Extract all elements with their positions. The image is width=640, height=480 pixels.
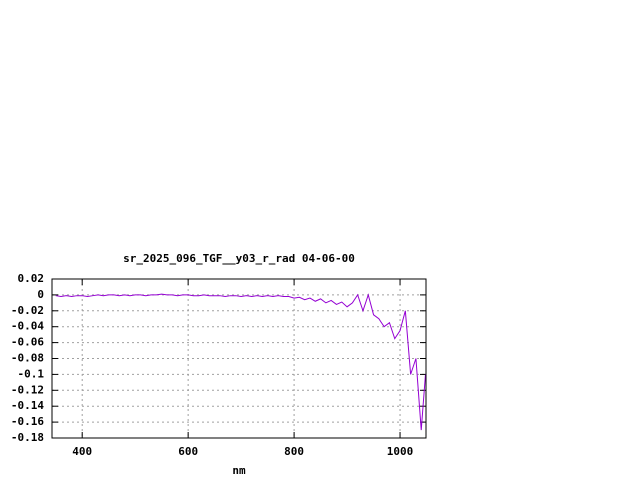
data-line	[55, 293, 426, 431]
y-tick-label: -0.16	[11, 415, 44, 428]
y-tick-label: -0.08	[11, 352, 44, 365]
y-tick-label: -0.12	[11, 383, 44, 396]
x-tick-label: 600	[178, 445, 198, 458]
plot-border	[51, 278, 427, 439]
x-tick-label: 1000	[387, 445, 414, 458]
y-tick-label: -0.04	[11, 320, 44, 333]
y-tick-label: -0.02	[11, 304, 44, 317]
y-tick-label: -0.1	[18, 367, 45, 380]
y-tick-label: 0	[37, 288, 44, 301]
y-tick-label: -0.06	[11, 336, 44, 349]
y-tick-label: 0.02	[18, 272, 45, 285]
x-axis-label: nm	[232, 464, 246, 477]
y-tick-label: -0.14	[11, 399, 44, 412]
x-tick-label: 400	[72, 445, 92, 458]
y-tick-label: -0.18	[11, 431, 44, 444]
x-tick-label: 800	[284, 445, 304, 458]
chart-title: sr_2025_096_TGF__y03_r_rad 04-06-00	[123, 252, 355, 265]
